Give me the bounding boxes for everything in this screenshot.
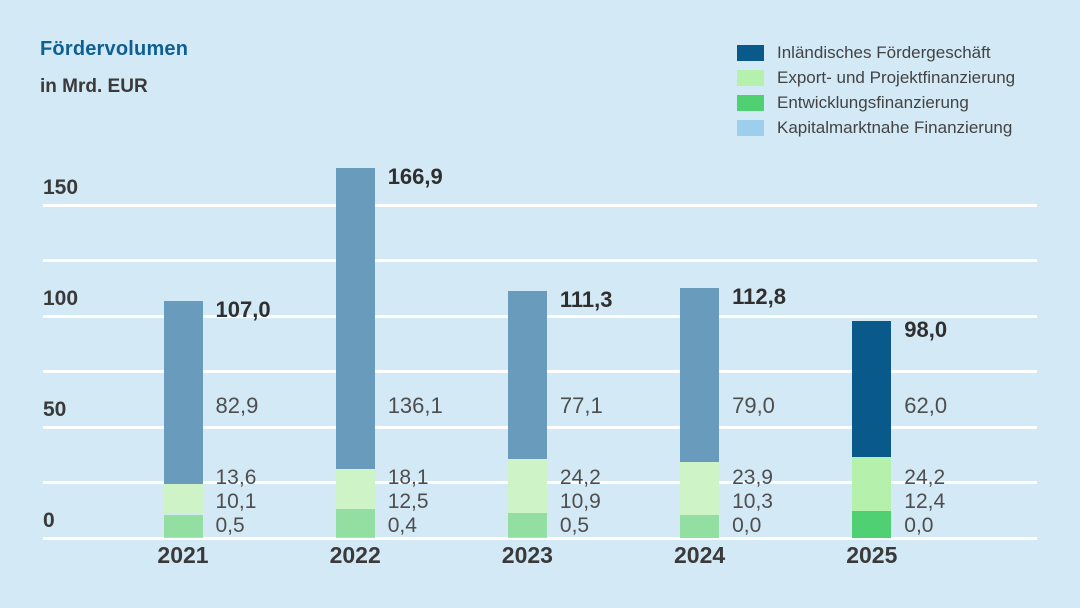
x-axis-label-2025: 2025 (846, 542, 898, 568)
bar-2024 (680, 287, 720, 538)
segment-label-export: 23,9 (732, 466, 773, 489)
legend-label: Kapitalmarktnahe Finanzierung (777, 117, 1013, 137)
legend-label: Inländisches Fördergeschäft (777, 42, 991, 62)
x-axis-label-2021: 2021 (157, 542, 209, 568)
segment-label-entwicklung: 10,3 (732, 490, 773, 513)
total-label: 166,9 (387, 163, 443, 189)
segment-label-inlaendisch: 79,0 (732, 393, 775, 418)
x-axis-label-2022: 2022 (329, 542, 381, 568)
segment-label-kapitalmarkt: 0,5 (559, 514, 590, 537)
total-label: 98,0 (904, 316, 948, 342)
bar-segment-entwicklung (335, 509, 375, 538)
segment-label-entwicklung: 12,4 (904, 490, 946, 513)
y-axis-label: 150 (43, 176, 79, 200)
chart-subtitle: in Mrd. EUR (40, 76, 148, 97)
total-label: 107,0 (215, 296, 271, 322)
legend-label: Export- und Projektfinanzierung (777, 67, 1016, 87)
gridline (43, 259, 1037, 263)
legend-swatch-inlaendisch (737, 44, 764, 61)
chart-title: Fördervolumen (40, 38, 189, 60)
bar-segment-export (852, 456, 892, 511)
segment-label-kapitalmarkt: 0,0 (732, 514, 762, 537)
bar-segment-inlaendisch (335, 167, 375, 470)
segment-label-export: 13,6 (215, 466, 257, 489)
segment-label-kapitalmarkt: 0,4 (387, 514, 417, 537)
segment-label-entwicklung: 10,9 (559, 490, 601, 513)
total-label: 111,3 (559, 287, 613, 313)
gridline (43, 536, 1037, 540)
y-axis-label: 50 (43, 398, 67, 422)
segment-label-inlaendisch: 77,1 (559, 393, 603, 418)
bar-segment-entwicklung (680, 515, 720, 538)
segment-label-kapitalmarkt: 0,5 (215, 514, 245, 537)
segment-label-export: 24,2 (904, 466, 946, 489)
x-axis-label-2024: 2024 (674, 542, 726, 568)
y-axis-label: 0 (43, 509, 55, 532)
segment-label-inlaendisch: 82,9 (215, 393, 259, 418)
total-label: 112,8 (732, 283, 786, 309)
gridline (43, 203, 1037, 207)
segment-label-entwicklung: 12,5 (387, 490, 429, 513)
bar-segment-inlaendisch (163, 300, 203, 485)
legend-item: Inländisches Fördergeschäft (737, 40, 1015, 65)
legend-item: Kapitalmarktnahe Finanzierung (737, 115, 1015, 140)
legend: Inländisches Fördergeschäft Export- und … (737, 40, 1015, 140)
legend-label: Entwicklungsfinanzierung (777, 92, 969, 112)
bar-segment-inlaendisch (507, 291, 547, 460)
bar-segment-export (335, 469, 375, 510)
segment-label-export: 24,2 (559, 466, 601, 489)
segment-label-inlaendisch: 62,0 (904, 393, 948, 418)
bar-2022 (335, 167, 375, 538)
legend-swatch-export (737, 69, 764, 86)
bar-2025 (852, 320, 892, 538)
segment-label-export: 18,1 (387, 466, 429, 489)
bar-segment-entwicklung (163, 514, 203, 537)
bar-segment-kapitalmarkt (163, 536, 203, 538)
bar-2023 (507, 291, 547, 538)
bar-segment-kapitalmarkt (335, 537, 375, 538)
segment-label-entwicklung: 10,1 (215, 490, 257, 513)
y-axis-label: 100 (43, 287, 79, 311)
legend-item: Entwicklungsfinanzierung (737, 90, 1015, 115)
legend-swatch-kapitalmarkt (737, 119, 764, 136)
bar-segment-export (507, 459, 547, 513)
segment-label-kapitalmarkt: 0,0 (904, 514, 934, 537)
bar-segment-entwicklung (507, 512, 547, 537)
x-axis-label-2023: 2023 (501, 542, 553, 568)
bar-segment-inlaendisch (680, 287, 720, 463)
segment-label-inlaendisch: 136,1 (387, 393, 443, 418)
bar-segment-inlaendisch (852, 320, 892, 457)
bar-segment-entwicklung (852, 510, 892, 538)
bar-segment-export (163, 484, 203, 515)
bar-segment-export (680, 462, 720, 516)
bar-segment-kapitalmarkt (507, 536, 547, 538)
legend-swatch-entwicklung (737, 94, 764, 111)
bar-2021 (163, 300, 203, 538)
legend-item: Export- und Projektfinanzierung (737, 65, 1015, 90)
